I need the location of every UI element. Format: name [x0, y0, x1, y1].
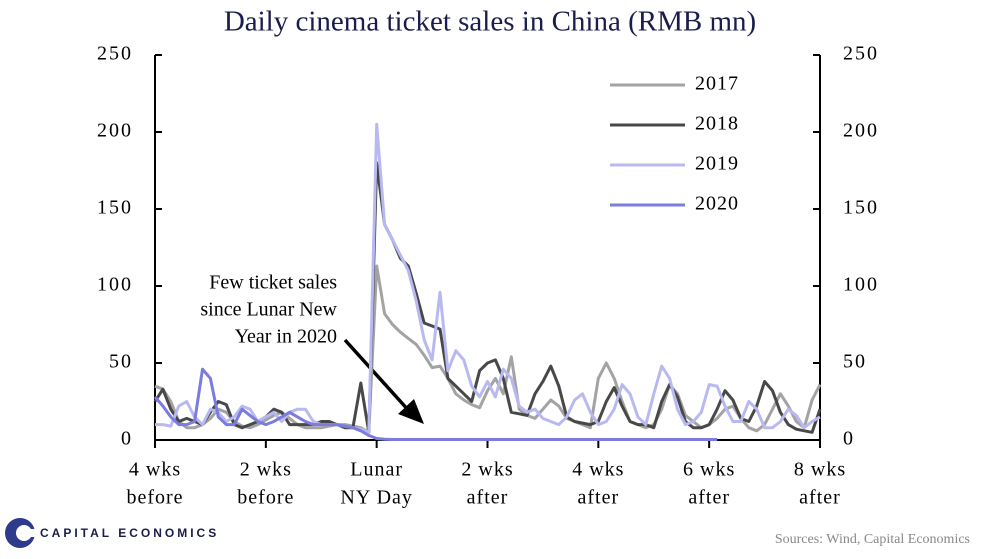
y-tick-label: 250 — [97, 43, 133, 65]
series-line — [153, 367, 718, 441]
y-tick-label: 50 — [109, 351, 133, 373]
logo-mark — [24, 529, 38, 537]
source: Sources: Wind, Capital Economics — [775, 532, 970, 547]
y2-tick-label: 100 — [843, 274, 879, 296]
y2-tick-label: 200 — [843, 120, 879, 142]
logo: CAPITAL ECONOMICS — [5, 518, 219, 548]
x-tick-label: after — [467, 487, 509, 509]
x-tick-label: 4 wks — [572, 459, 624, 481]
x-tick-label: 4 wks — [129, 459, 181, 481]
x-tick-label: before — [237, 487, 294, 509]
y-tick-label: 0 — [121, 428, 133, 450]
x-tick-label: 2 wks — [240, 459, 292, 481]
x-tick-label: 8 wks — [794, 459, 846, 481]
y-tick-label: 200 — [97, 120, 133, 142]
chart-title: Daily cinema ticket sales in China (RMB … — [224, 6, 756, 38]
legend-label: 2020 — [695, 193, 739, 215]
legend-label: 2019 — [695, 153, 739, 175]
annotation: Few ticket sales — [209, 272, 337, 294]
x-tick-label: 2 wks — [461, 459, 513, 481]
y2-tick-label: 0 — [843, 428, 855, 450]
y2-tick-label: 250 — [843, 43, 879, 65]
y-tick-label: 150 — [97, 197, 133, 219]
x-tick-label: before — [126, 487, 183, 509]
arrow — [343, 338, 412, 414]
legend-label: 2017 — [695, 73, 739, 95]
x-tick-label: after — [578, 487, 620, 509]
annotation: Year in 2020 — [235, 326, 337, 348]
y-tick-label: 100 — [97, 274, 133, 296]
series-line — [155, 122, 821, 434]
x-tick-label: 6 wks — [683, 459, 735, 481]
arrow-head — [398, 399, 424, 424]
annotation: since Lunar New — [200, 299, 337, 321]
x-tick-label: Lunar — [350, 459, 403, 481]
legend-label: 2018 — [695, 113, 739, 135]
y2-tick-label: 50 — [843, 351, 867, 373]
x-tick-label: after — [799, 487, 841, 509]
logo-text: CAPITAL ECONOMICS — [40, 526, 219, 540]
y2-tick-label: 150 — [843, 197, 879, 219]
x-tick-label: after — [688, 487, 730, 509]
x-tick-label: NY Day — [340, 487, 412, 509]
